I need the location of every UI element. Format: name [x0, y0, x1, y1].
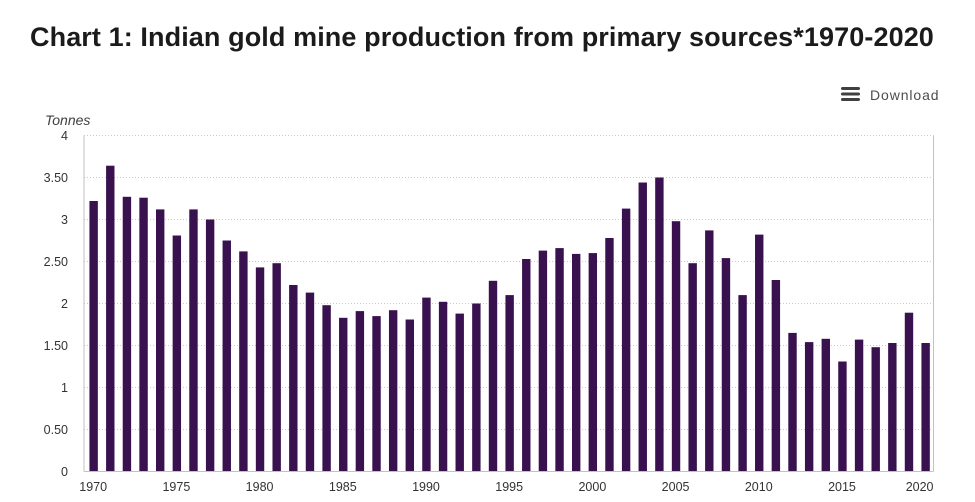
svg-text:2000: 2000	[578, 480, 606, 494]
svg-text:0.50: 0.50	[44, 423, 68, 437]
svg-text:1970: 1970	[79, 480, 107, 494]
svg-text:1: 1	[61, 381, 68, 395]
svg-text:Tonnes: Tonnes	[45, 112, 90, 128]
svg-text:2010: 2010	[745, 480, 773, 494]
svg-text:1980: 1980	[246, 480, 274, 494]
svg-text:1995: 1995	[495, 480, 523, 494]
svg-text:1975: 1975	[162, 480, 190, 494]
svg-text:1990: 1990	[412, 480, 440, 494]
svg-text:Download: Download	[870, 87, 939, 103]
svg-text:2020: 2020	[906, 480, 934, 494]
svg-text:0: 0	[61, 465, 68, 479]
svg-text:1.50: 1.50	[44, 339, 68, 353]
svg-text:Chart 1: Indian gold mine prod: Chart 1: Indian gold mine production fro…	[30, 22, 934, 52]
svg-text:2: 2	[61, 297, 68, 311]
svg-text:2.50: 2.50	[44, 255, 68, 269]
svg-text:4: 4	[61, 129, 68, 143]
svg-text:1985: 1985	[329, 480, 357, 494]
svg-text:3.50: 3.50	[44, 171, 68, 185]
svg-text:2005: 2005	[662, 480, 690, 494]
svg-text:3: 3	[61, 213, 68, 227]
svg-text:2015: 2015	[828, 480, 856, 494]
